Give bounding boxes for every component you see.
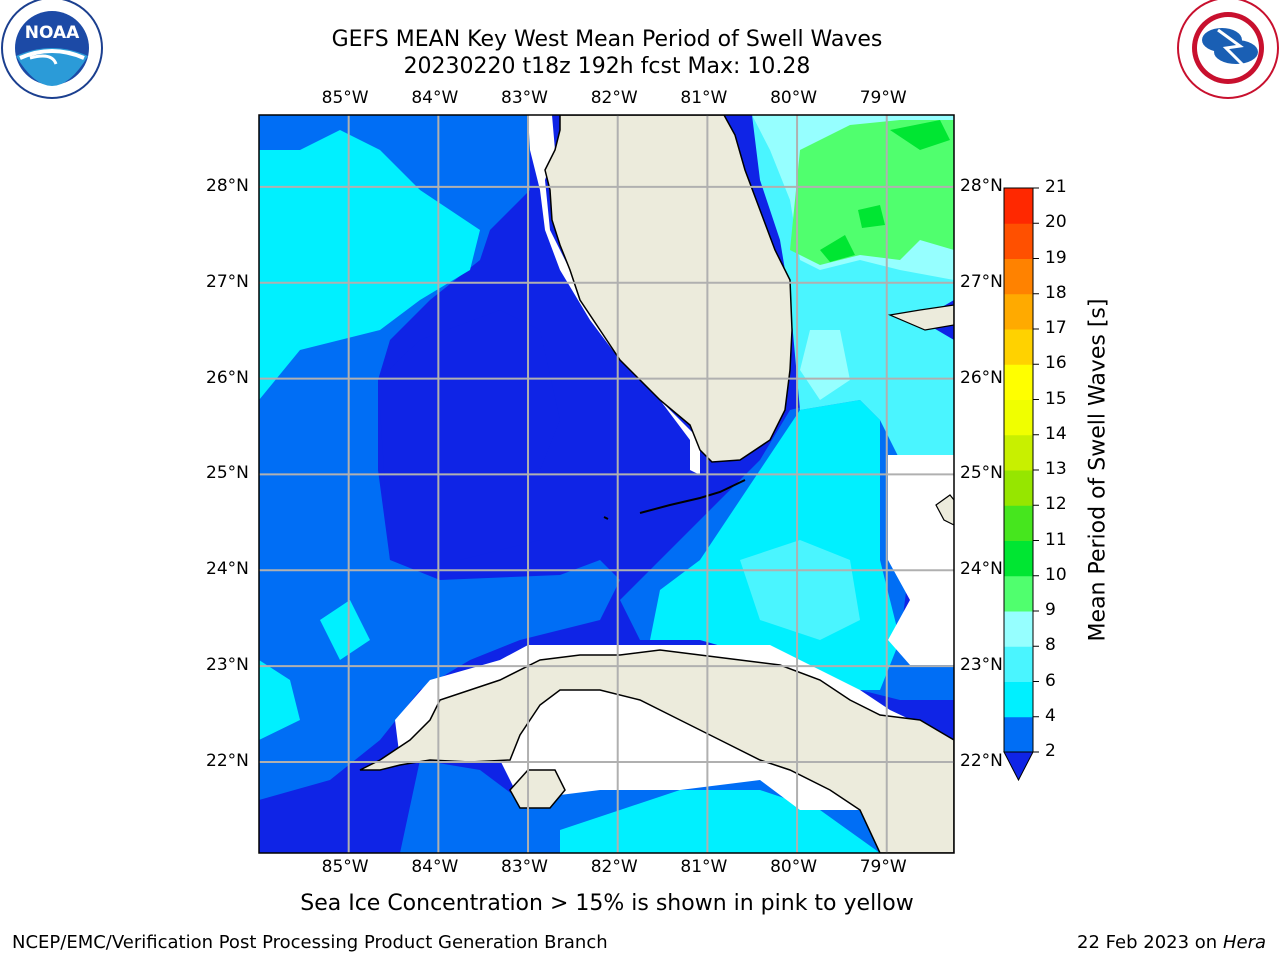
chart-subtitle-run-info: 20230220 t18z 192h fcst Max: 10.28 (403, 54, 811, 79)
colorbar-cell (1004, 681, 1033, 718)
land-cuba (359, 649, 954, 853)
lat-tick-label-right: 27°N (960, 271, 1003, 292)
sea-ice-note: Sea Ice Concentration > 15% is shown in … (300, 891, 914, 916)
lon-tick-label-bottom: 85°W (321, 857, 369, 877)
lat-tick-label-right: 24°N (960, 559, 1003, 580)
colorbar-cell (1004, 188, 1033, 224)
colorbar-cell (1004, 434, 1033, 471)
noaa-text: NOAA (25, 23, 80, 43)
colorbar-title: Mean Period of Swell Waves [s] (1085, 298, 1111, 642)
colorbar-tick-label: 9 (1045, 600, 1056, 620)
lat-tick-label-left: 22°N (206, 750, 249, 771)
swell-field-2-4s-gulf-hole (378, 310, 560, 560)
footer-credit: NCEP/EMC/Verification Post Processing Pr… (12, 932, 608, 953)
colorbar-cell (1004, 258, 1033, 295)
colorbar-cells (1003, 188, 1034, 782)
noaa-logo: NOAA (1, 0, 103, 99)
colorbar-tick-label: 11 (1045, 529, 1067, 550)
lon-tick-label-top: 82°W (590, 88, 638, 108)
colorbar-cell (1004, 646, 1033, 682)
colorbar-cell (1004, 505, 1033, 541)
lon-tick-label-top: 81°W (680, 88, 728, 108)
colorbar-cell (1004, 223, 1033, 259)
swell-field-11-12s-b (820, 235, 855, 262)
colorbar-tick-label: 16 (1045, 353, 1067, 374)
colorbar-cell (1004, 470, 1033, 506)
colorbar-cell (1004, 293, 1033, 330)
colorbar-tick-label: 2 (1045, 741, 1056, 761)
land-bahamas-andros (935, 494, 954, 526)
lat-tick-label-left: 26°N (206, 367, 249, 388)
colorbar-cell (1004, 364, 1033, 400)
colorbar-tick-label: 4 (1045, 705, 1056, 726)
colorbar-tick-label: 10 (1045, 564, 1067, 585)
colorbar-tick-label: 20 (1045, 212, 1067, 233)
colorbar-tick-label: 21 (1045, 177, 1067, 197)
lat-tick-label-right: 26°N (960, 367, 1003, 388)
lat-tick-label-right: 25°N (960, 463, 1003, 484)
footer-host: Hera (1222, 932, 1266, 953)
colorbar-cell (1004, 611, 1033, 647)
swell-field-11-12s (890, 120, 950, 150)
swell-field-10-11s (790, 120, 954, 265)
footer-date-text: 22 Feb 2023 on (1077, 932, 1218, 953)
footer-date: 22 Feb 2023 on Hera (1077, 932, 1266, 953)
colorbar-cell (1004, 575, 1033, 612)
swell-field-6-8s-westedge (259, 660, 300, 740)
lon-tick-label-bottom: 81°W (680, 857, 728, 877)
lon-tick-label-top: 84°W (411, 88, 459, 108)
lon-tick-label-bottom: 84°W (411, 857, 459, 877)
nws-logo (1177, 0, 1279, 99)
colorbar-tick-label: 8 (1045, 635, 1056, 656)
lon-tick-label-top: 79°W (859, 88, 907, 108)
lon-tick-label-top: 85°W (321, 88, 369, 108)
lat-tick-label-left: 25°N (206, 463, 249, 484)
map-frame (258, 114, 955, 854)
swell-field-8-9s-patch-east (740, 540, 860, 640)
swell-field-6-8s-patch (320, 600, 370, 660)
land-florida (544, 115, 793, 463)
lat-tick-label-right: 23°N (960, 655, 1003, 676)
missing-data-florida-west (528, 115, 700, 475)
colorbar-cell (1004, 716, 1033, 753)
lat-tick-label-right: 22°N (960, 750, 1003, 771)
lon-tick-label-bottom: 80°W (770, 857, 818, 877)
colorbar-tick-label: 12 (1045, 494, 1067, 515)
lon-tick-label-bottom: 79°W (859, 857, 907, 877)
swell-field-9-10s-patch (800, 330, 850, 400)
lat-tick-label-left: 28°N (206, 175, 249, 196)
lat-tick-label-left: 27°N (206, 271, 249, 292)
colorbar-tick-label: 19 (1045, 247, 1067, 268)
colorbar-extend-min (1003, 751, 1034, 782)
florida-keys (603, 479, 746, 520)
colorbar-cell (1004, 399, 1033, 436)
colorbar-tick-label: 6 (1045, 670, 1056, 691)
colorbar-tick-label: 18 (1045, 282, 1067, 303)
colorbar-tick-label: 17 (1045, 318, 1067, 338)
chart-title: GEFS MEAN Key West Mean Period of Swell … (331, 27, 883, 52)
colorbar-tick-label: 14 (1045, 423, 1067, 444)
lat-tick-label-right: 28°N (960, 175, 1003, 196)
lat-tick-label-left: 23°N (206, 655, 249, 676)
lat-tick-label-left: 24°N (206, 559, 249, 580)
colorbar-cell (1004, 329, 1033, 365)
colorbar-tick-label: 13 (1045, 459, 1067, 479)
lon-tick-label-top: 80°W (770, 88, 818, 108)
colorbar-tick-label: 15 (1045, 388, 1067, 409)
land-bahamas-grand (887, 304, 954, 331)
gridlines (259, 115, 954, 853)
swell-field-6-8s-northwest (259, 130, 480, 400)
colorbar-cell (1004, 540, 1033, 577)
lon-tick-label-bottom: 82°W (590, 857, 638, 877)
lon-tick-label-top: 83°W (501, 88, 548, 108)
swell-field-11-12s-c (858, 205, 885, 228)
lon-tick-label-bottom: 83°W (501, 857, 548, 877)
